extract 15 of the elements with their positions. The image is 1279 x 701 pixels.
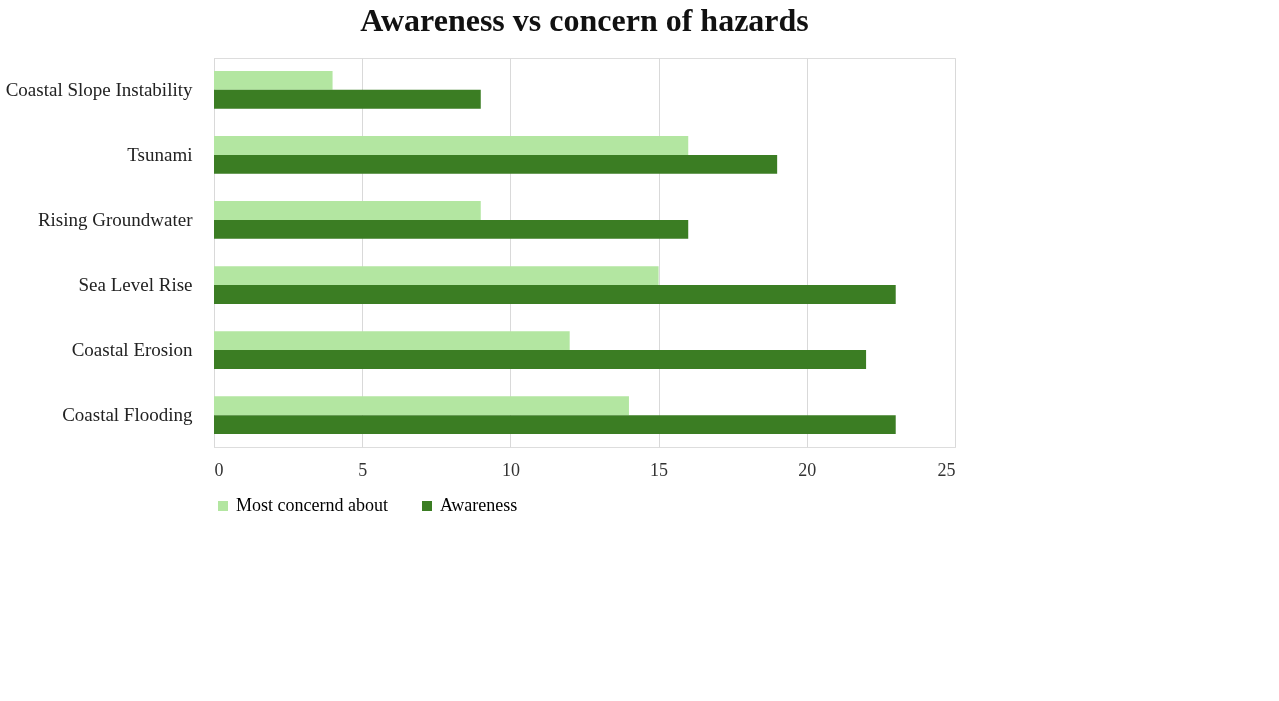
x-tick-label: 15 [650, 459, 669, 480]
x-tick-label: 20 [798, 459, 817, 480]
x-tick-label: 0 [214, 459, 224, 480]
y-tick-label: Coastal Slope Instability [5, 78, 193, 100]
y-tick-label: Tsunami [127, 143, 193, 165]
y-tick-label: Rising Groundwater [37, 208, 194, 230]
y-tick-label: Coastal Flooding [62, 404, 193, 426]
legend-label: Awareness [440, 495, 518, 515]
legend-label: Most concernd about [236, 495, 388, 515]
x-tick-label: 10 [501, 459, 520, 480]
x-tick-label: 25 [937, 459, 956, 480]
chart-title: Awareness vs concern of hazards [360, 2, 809, 38]
y-tick-label: Coastal Erosion [71, 339, 193, 361]
x-tick-label: 5 [358, 459, 368, 480]
y-tick-label: Sea Level Rise [78, 274, 193, 296]
